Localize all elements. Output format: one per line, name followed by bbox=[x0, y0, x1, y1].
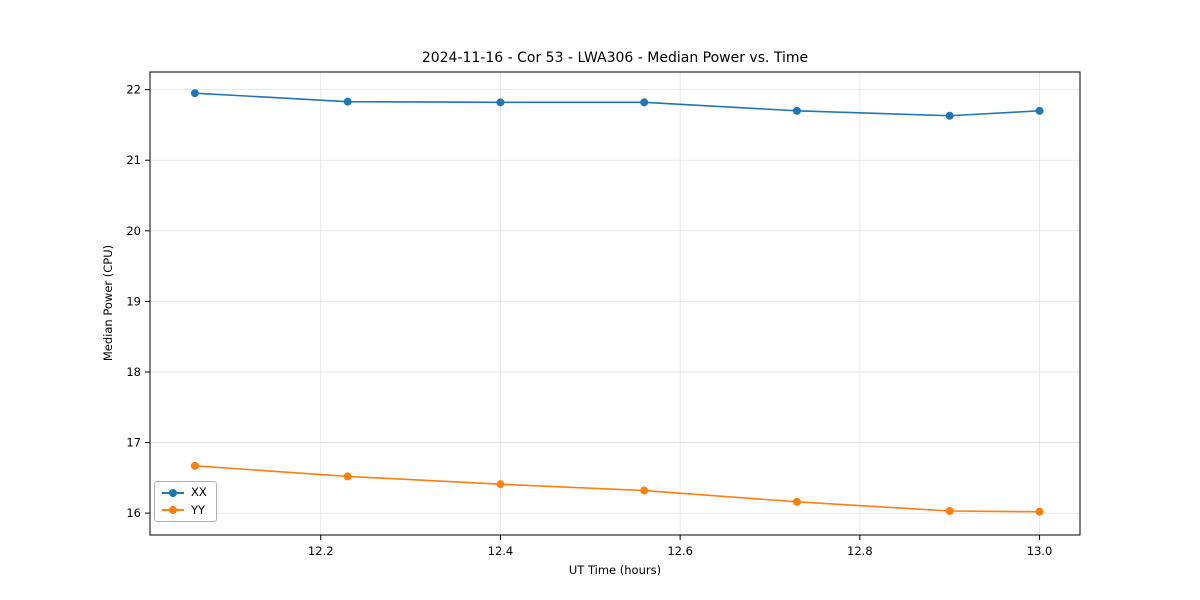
data-point-xx bbox=[792, 106, 801, 115]
data-point-yy bbox=[496, 480, 505, 489]
series-line-yy bbox=[194, 465, 1040, 513]
y-tick-label: 20 bbox=[126, 224, 141, 238]
data-point-xx bbox=[1035, 106, 1044, 115]
x-tick-label: 12.2 bbox=[308, 544, 334, 558]
data-point-yy bbox=[640, 486, 649, 495]
x-tick-label: 12.4 bbox=[488, 544, 514, 558]
x-tick-label: 12.8 bbox=[847, 544, 873, 558]
data-point-yy bbox=[792, 497, 801, 506]
y-axis-label: Median Power (CPU) bbox=[101, 244, 115, 362]
data-point-xx bbox=[343, 97, 352, 106]
data-point-xx bbox=[945, 111, 954, 120]
y-tick-label: 17 bbox=[126, 436, 141, 450]
y-tick-label: 18 bbox=[126, 365, 141, 379]
legend-label-yy: YY bbox=[191, 502, 206, 517]
x-tick-label: 12.6 bbox=[667, 544, 693, 558]
series-line-xx bbox=[194, 92, 1040, 117]
plot-border bbox=[149, 71, 1081, 536]
legend-item-yy: YY bbox=[162, 502, 207, 517]
data-point-yy bbox=[343, 472, 352, 481]
y-tick-label: 21 bbox=[126, 153, 141, 167]
legend-marker-yy-icon bbox=[162, 506, 184, 515]
y-tick-label: 16 bbox=[126, 506, 141, 520]
legend-item-xx: XX bbox=[162, 485, 207, 499]
data-point-xx bbox=[496, 98, 505, 107]
chart-title: 2024-11-16 - Cor 53 - LWA306 - Median Po… bbox=[421, 50, 809, 66]
data-point-xx bbox=[190, 89, 199, 98]
data-point-yy bbox=[945, 507, 954, 516]
data-point-yy bbox=[190, 461, 199, 470]
x-axis-label: UT Time (hours) bbox=[568, 563, 662, 577]
legend-label-xx: XX bbox=[191, 485, 207, 499]
data-point-yy bbox=[1035, 507, 1044, 516]
y-tick-label: 19 bbox=[126, 294, 141, 308]
y-tick-label: 22 bbox=[126, 83, 141, 97]
x-tick-label: 13.0 bbox=[1027, 544, 1053, 558]
legend: XX YY bbox=[154, 481, 217, 522]
data-point-xx bbox=[640, 98, 649, 107]
legend-marker-xx-icon bbox=[162, 488, 184, 497]
